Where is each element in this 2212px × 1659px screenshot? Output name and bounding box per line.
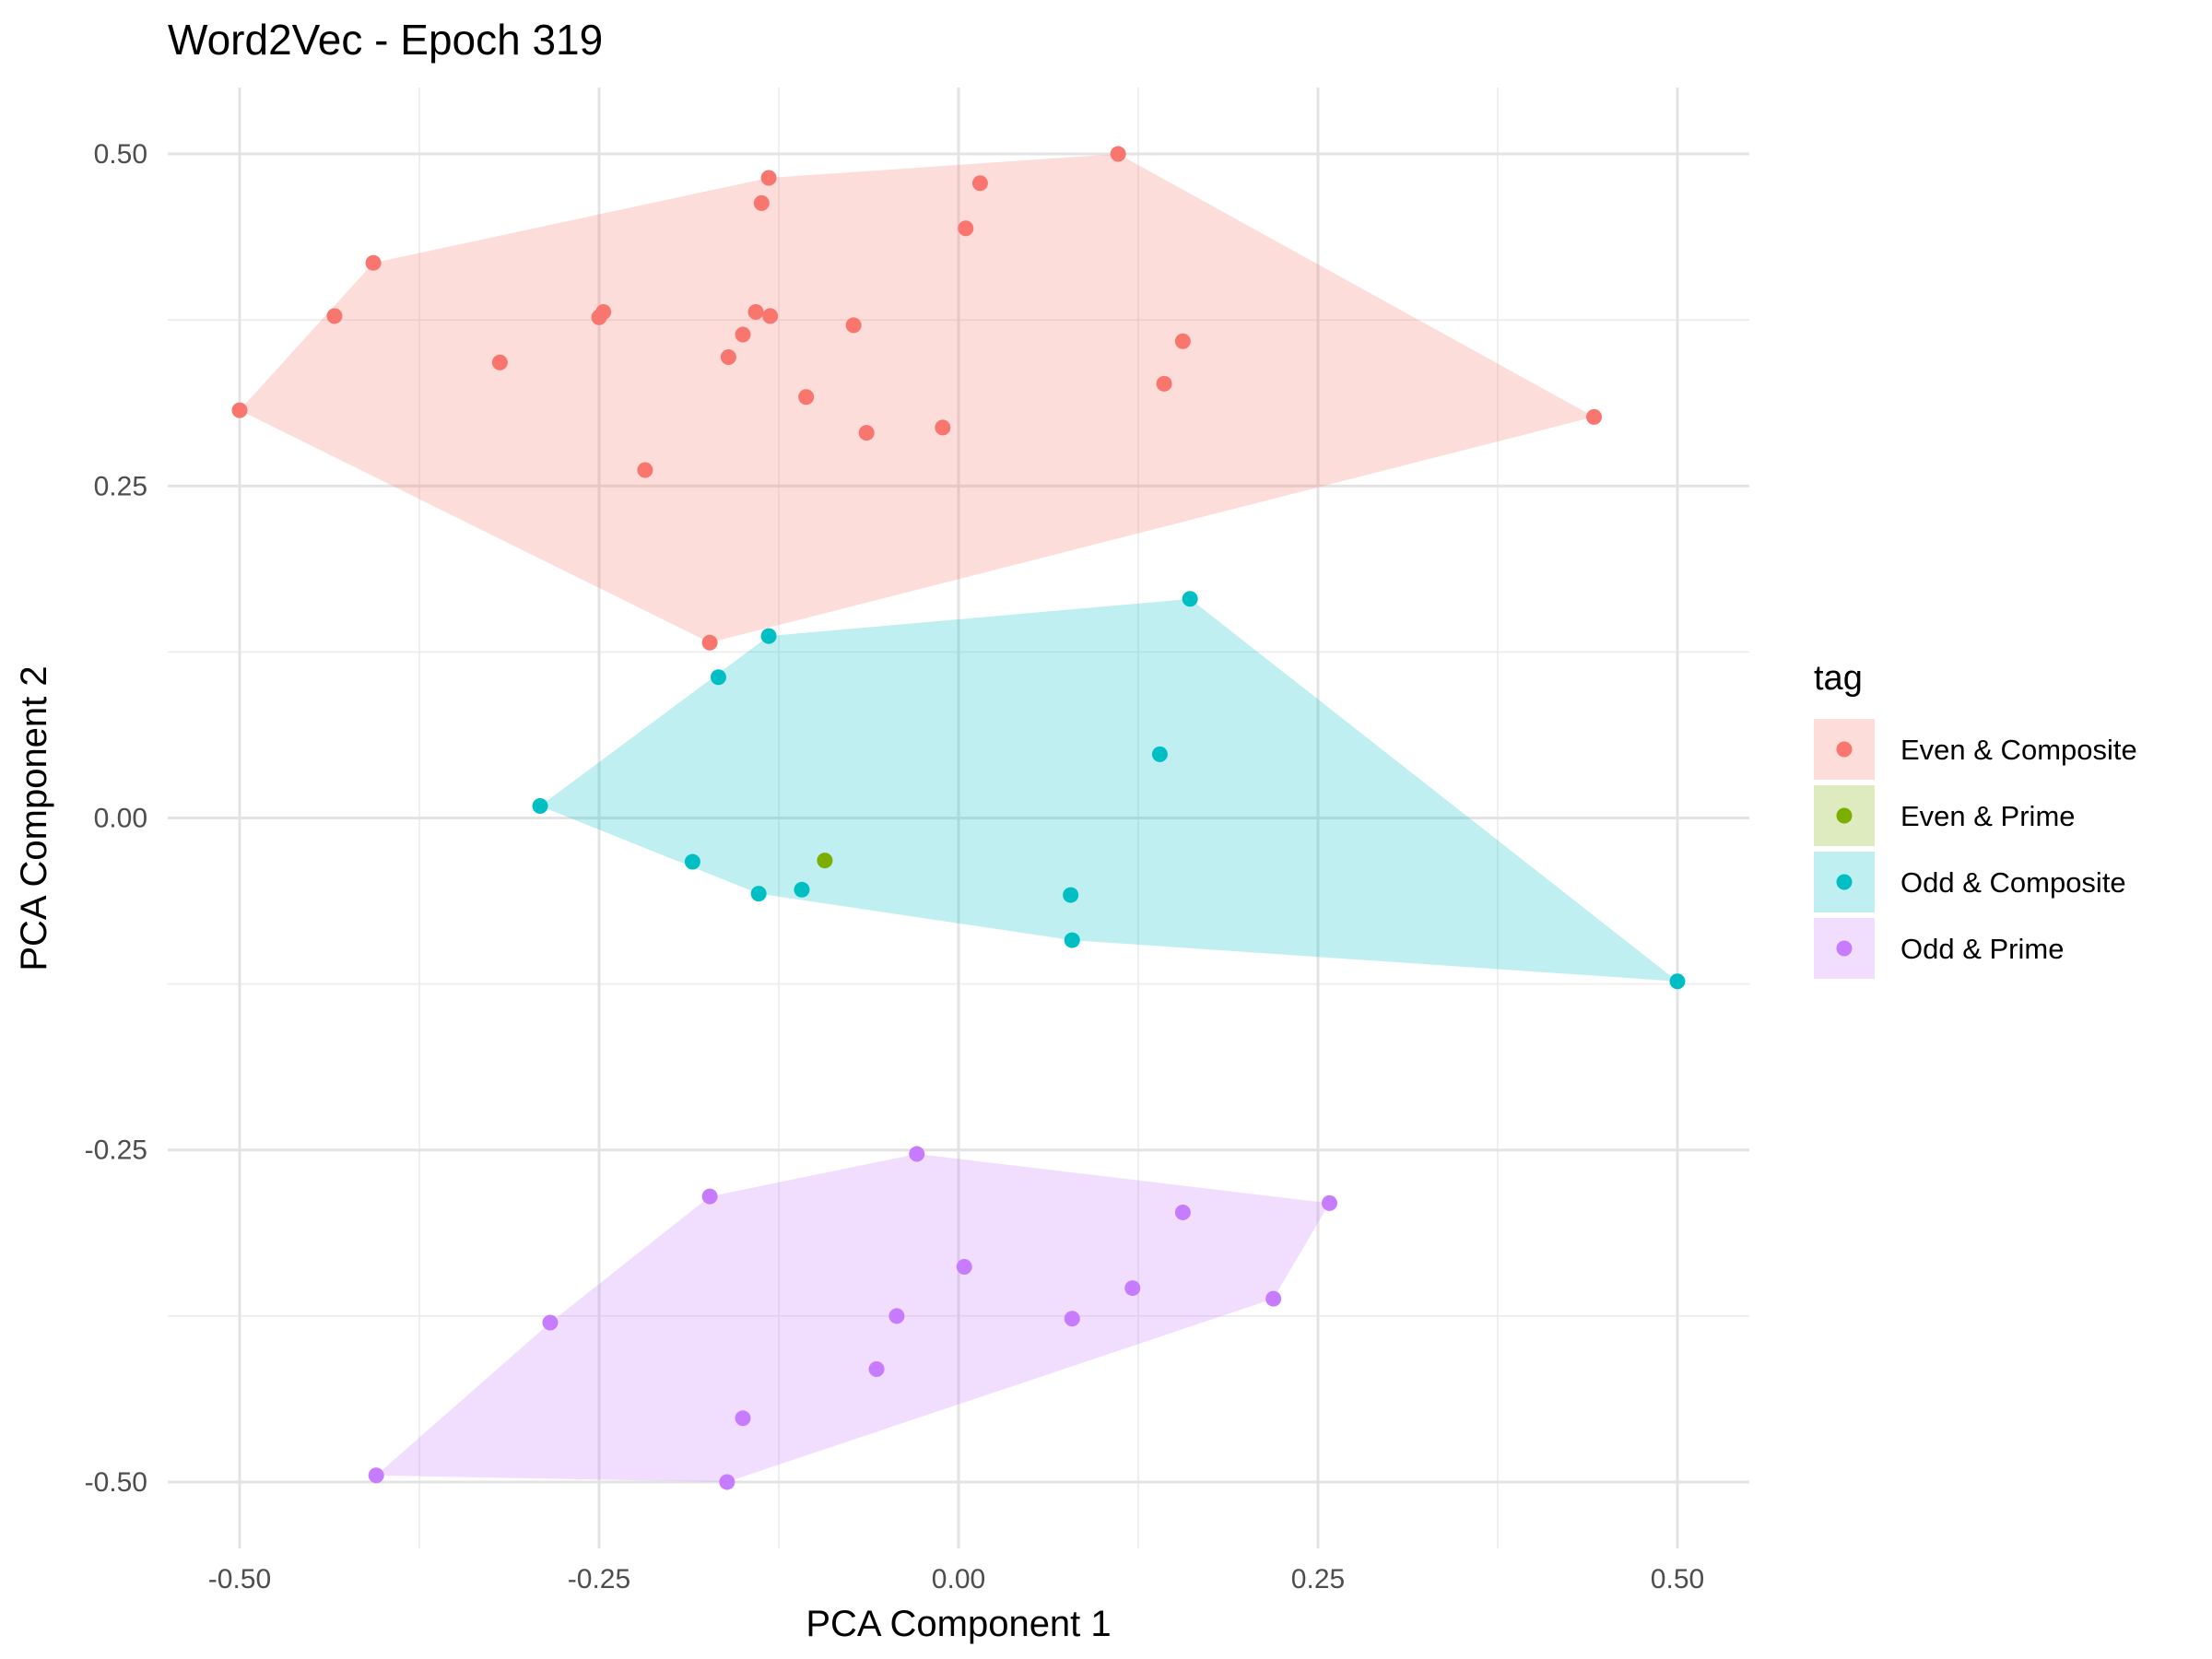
point-even-composite <box>845 317 862 334</box>
point-even-composite <box>753 194 770 211</box>
point-odd-prime <box>368 1467 384 1484</box>
y-tick-label: 0.50 <box>94 139 147 170</box>
legend-label-odd-composite: Odd & Composite <box>1900 866 2126 899</box>
legend-marker-odd-prime <box>1836 940 1853 957</box>
point-even-composite <box>595 304 612 321</box>
point-odd-composite <box>750 886 767 902</box>
point-even-composite <box>701 634 718 651</box>
data-points <box>231 146 1686 1490</box>
point-even-composite <box>971 175 988 192</box>
point-odd-prime <box>1265 1290 1282 1307</box>
point-even-composite <box>762 308 779 324</box>
legend-marker-even-composite <box>1836 741 1853 758</box>
point-even-composite <box>935 419 951 436</box>
legend-label-odd-prime: Odd & Prime <box>1900 933 2064 965</box>
legend-marker-even-prime <box>1836 807 1853 824</box>
point-odd-prime <box>956 1259 972 1276</box>
hull-even-composite <box>240 154 1594 643</box>
point-even-composite <box>1174 333 1191 349</box>
y-axis-label: PCA Component 2 <box>14 665 54 971</box>
point-even-composite <box>1586 408 1603 425</box>
point-odd-composite <box>684 853 700 870</box>
y-tick-label: -0.50 <box>85 1467 147 1498</box>
hull-odd-composite <box>540 598 1677 982</box>
point-even-composite <box>326 308 343 324</box>
point-even-composite <box>735 326 751 343</box>
x-tick-label: -0.25 <box>568 1564 630 1594</box>
point-even-composite <box>365 254 382 271</box>
point-odd-composite <box>1182 591 1198 607</box>
point-even-composite <box>958 220 974 237</box>
point-odd-prime <box>719 1474 735 1490</box>
point-odd-prime <box>1321 1194 1337 1211</box>
point-odd-composite <box>1064 932 1080 948</box>
point-even-composite <box>1156 375 1172 392</box>
point-odd-prime <box>701 1188 718 1205</box>
x-tick-label: 0.25 <box>1291 1564 1345 1594</box>
y-tick-label: 0.25 <box>94 471 147 501</box>
x-tick-label: 0.50 <box>1651 1564 1704 1594</box>
point-odd-prime <box>1124 1280 1141 1297</box>
point-odd-prime <box>868 1360 885 1377</box>
x-tick-label: 0.00 <box>932 1564 985 1594</box>
point-even-composite <box>231 402 248 418</box>
point-odd-prime <box>735 1410 751 1427</box>
point-odd-prime <box>909 1146 925 1162</box>
legend-label-even-composite: Even & Composite <box>1900 734 2137 766</box>
point-odd-prime <box>1174 1204 1191 1220</box>
point-odd-prime <box>542 1314 559 1331</box>
point-even-composite <box>798 389 815 406</box>
legend-label-even-prime: Even & Prime <box>1900 800 2076 832</box>
point-even-composite <box>637 462 653 478</box>
point-even-composite <box>720 349 736 366</box>
point-odd-composite <box>1669 973 1686 990</box>
point-odd-composite <box>710 669 726 686</box>
point-even-composite <box>747 304 764 321</box>
point-even-composite <box>858 425 875 441</box>
point-odd-composite <box>1063 887 1079 903</box>
tick-labels: -0.50 -0.25 0.00 0.25 0.50 -0.50 -0.25 0.00 0.25… <box>85 139 1705 1594</box>
point-odd-composite <box>532 798 548 815</box>
legend-marker-odd-composite <box>1836 874 1853 890</box>
cluster-hulls <box>240 154 1677 1482</box>
point-even-composite <box>491 354 508 371</box>
x-axis-label: PCA Component 1 <box>806 1604 1111 1644</box>
legend-title: tag <box>1814 659 1863 698</box>
chart-title: Word2Vec - Epoch 319 <box>168 16 603 64</box>
point-odd-composite <box>760 628 777 644</box>
hull-odd-prime <box>376 1154 1330 1482</box>
point-odd-prime <box>1064 1311 1080 1327</box>
point-odd-composite <box>1151 746 1168 762</box>
grid-lines <box>168 88 1749 1548</box>
legend: tag Even & Composite Even & Prime Odd & Co… <box>1814 659 2137 979</box>
y-tick-label: -0.25 <box>85 1135 147 1166</box>
point-odd-composite <box>794 881 810 898</box>
x-tick-label: -0.50 <box>208 1564 271 1594</box>
point-even-prime <box>817 853 833 869</box>
point-odd-prime <box>888 1308 905 1324</box>
y-tick-label: 0.00 <box>94 804 147 834</box>
point-even-composite <box>760 170 777 186</box>
point-even-composite <box>1110 146 1126 162</box>
